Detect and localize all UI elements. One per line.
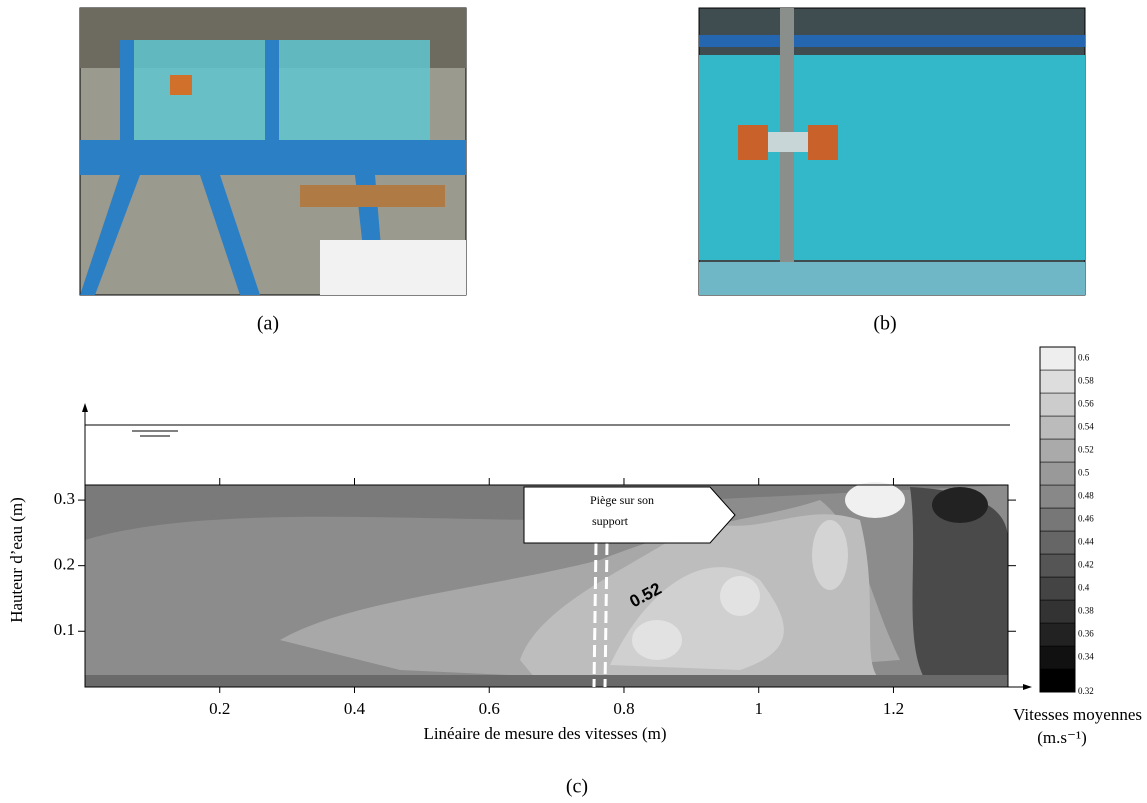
colorbar-tick-label: 0.46 xyxy=(1078,514,1094,524)
colorbar-band xyxy=(1039,415,1076,440)
colorbar-tick-label: 0.36 xyxy=(1078,629,1094,639)
y-tick-label: 0.1 xyxy=(54,620,75,639)
y-tick-label: 0.3 xyxy=(54,489,75,508)
panel-label: (c) xyxy=(566,776,588,798)
colorbar-tick-label: 0.6 xyxy=(1078,353,1090,363)
colorbar-tick-label: 0.54 xyxy=(1078,422,1094,432)
colorbar-band xyxy=(1039,346,1076,371)
x-tick-label: 0.2 xyxy=(209,699,230,718)
colorbar-tick-label: 0.48 xyxy=(1078,491,1094,501)
colorbar-band xyxy=(1039,461,1076,486)
colorbar-tick-label: 0.52 xyxy=(1078,445,1094,455)
colorbar-band xyxy=(1039,507,1076,532)
panel-label: (a) xyxy=(257,313,279,335)
colorbar-tick-label: 0.42 xyxy=(1078,560,1094,570)
colorbar-band xyxy=(1039,484,1076,509)
colorbar-tick-label: 0.4 xyxy=(1078,583,1090,593)
colorbar-band xyxy=(1039,392,1076,417)
colorbar-band xyxy=(1039,622,1076,647)
colorbar-tick-label: 0.38 xyxy=(1078,606,1094,616)
colorbar-title: Vitesses moyennes xyxy=(1013,705,1142,724)
x-tick-label: 1.2 xyxy=(883,699,904,718)
y-tick-label: 0.2 xyxy=(54,555,75,574)
colorbar-tick-label: 0.44 xyxy=(1078,537,1094,547)
colorbar-band xyxy=(1039,438,1076,463)
colorbar-band xyxy=(1039,530,1076,555)
colorbar-band xyxy=(1039,599,1076,624)
colorbar-frame xyxy=(1039,346,1076,693)
photo-a xyxy=(79,7,467,296)
colorbar-unit: (m.s⁻¹) xyxy=(1037,728,1086,747)
colorbar-band xyxy=(1039,645,1076,670)
colorbar-tick-label: 0.34 xyxy=(1078,652,1094,662)
colorbar-band xyxy=(1039,576,1076,601)
contour-plot xyxy=(82,403,1032,690)
x-tick-label: 0.6 xyxy=(479,699,500,718)
y-axis-label: Hauteur d’eau (m) xyxy=(7,497,26,623)
colorbar-tick-label: 0.56 xyxy=(1078,399,1094,409)
x-tick-label: 1 xyxy=(754,699,763,718)
x-tick-label: 0.8 xyxy=(613,699,634,718)
colorbar-band xyxy=(1039,369,1076,394)
panel-label: (b) xyxy=(873,313,896,335)
colorbar-band xyxy=(1039,668,1076,693)
colorbar-tick-label: 0.32 xyxy=(1078,686,1094,696)
annotation: Piège sur son xyxy=(590,493,654,507)
colorbar-tick-label: 0.58 xyxy=(1078,376,1094,386)
annotation: support xyxy=(592,514,629,528)
photo-b xyxy=(698,7,1086,296)
colorbar-band xyxy=(1039,553,1076,578)
colorbar-tick-label: 0.5 xyxy=(1078,468,1090,478)
x-axis-label: Linéaire de mesure des vitesses (m) xyxy=(423,724,666,743)
x-tick-label: 0.4 xyxy=(344,699,366,718)
